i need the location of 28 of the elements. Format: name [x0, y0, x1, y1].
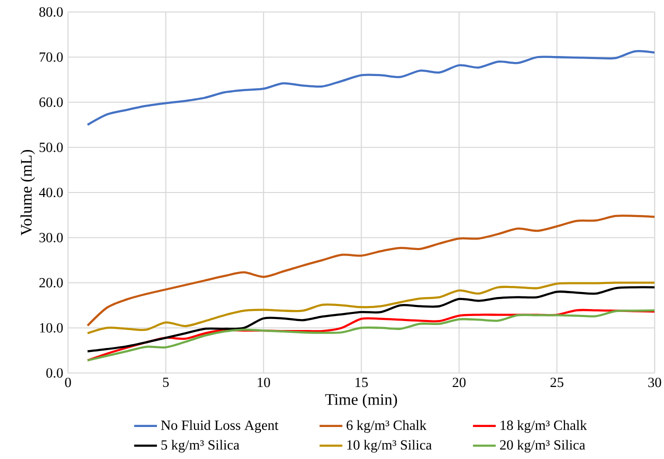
x-tick-label: 5 [163, 378, 169, 388]
legend-label: No Fluid Loss Agent [161, 420, 278, 433]
legend-label: 20 kg/m³ Silica [500, 440, 586, 453]
x-tick-label: 10 [258, 378, 270, 388]
y-tick-label: 0.0 [46, 368, 63, 378]
x-tick-label: 25 [550, 378, 564, 388]
line-series [86, 286, 655, 352]
x-tick-label: 15 [356, 378, 368, 388]
x-tick-label: 20 [452, 378, 466, 388]
line-series [86, 214, 655, 327]
y-tick-label: 40.0 [39, 188, 63, 198]
legend-label: 5 kg/m³ Silica [161, 440, 240, 453]
legend-label: 18 kg/m³ Chalk [500, 420, 587, 433]
y-tick-label: 80.0 [39, 7, 63, 17]
y-tick-label: 50.0 [40, 142, 63, 152]
y-tick-label: 70.0 [40, 52, 63, 62]
y-tick-label: 10.0 [40, 323, 63, 333]
line-series [86, 50, 655, 126]
line-series [86, 282, 655, 334]
legend-label: 6 kg/m³ Chalk [346, 420, 426, 433]
legend-label: 10 kg/m³ Silica [347, 440, 432, 453]
x-tick-label: 30 [648, 378, 662, 388]
y-tick-label: 60.0 [39, 98, 63, 107]
x-axis-title: Time (min) [325, 394, 398, 408]
y-axis-title: Volume (mL) [20, 150, 35, 236]
x-tick-label: 0 [65, 378, 71, 388]
y-tick-label: 30.0 [39, 232, 63, 242]
y-tick-label: 20.0 [39, 278, 63, 288]
